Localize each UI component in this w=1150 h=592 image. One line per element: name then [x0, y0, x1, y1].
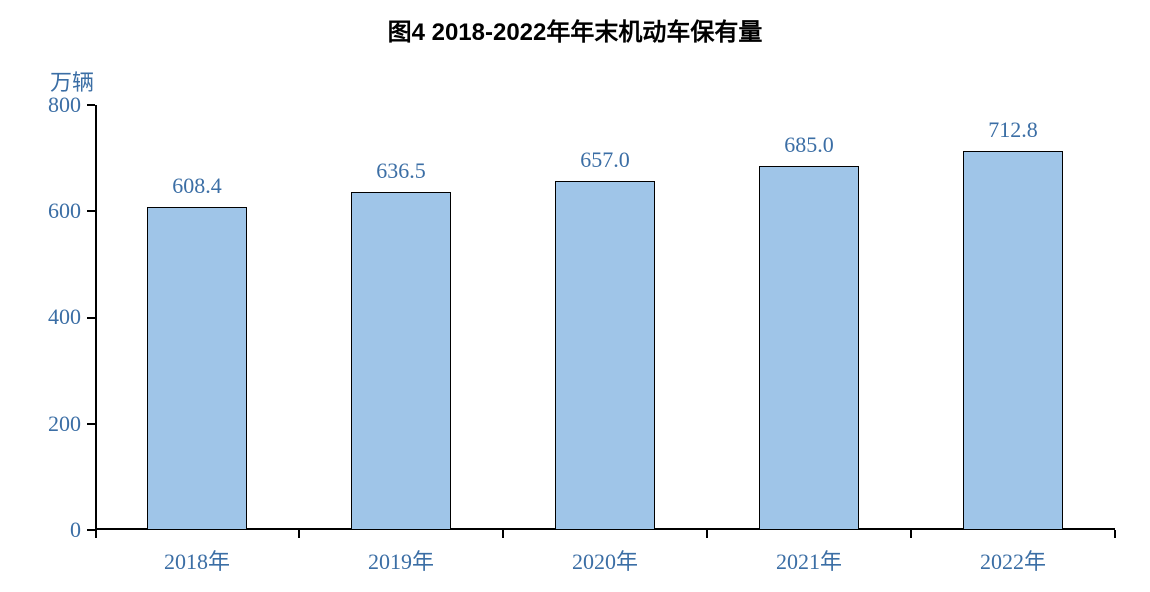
y-tick-label: 200 [21, 411, 81, 437]
y-tick [87, 104, 95, 106]
bar [759, 166, 859, 530]
y-tick [87, 529, 95, 531]
chart-title: 图4 2018-2022年年末机动车保有量 [0, 12, 1150, 47]
bar-value-label: 608.4 [172, 173, 222, 199]
x-category-label: 2021年 [776, 544, 842, 576]
x-category-label: 2020年 [572, 544, 638, 576]
bar-value-label: 657.0 [580, 147, 630, 173]
bar-value-label: 636.5 [376, 158, 426, 184]
y-tick [87, 317, 95, 319]
y-tick-label: 0 [21, 517, 81, 543]
x-category-label: 2018年 [164, 544, 230, 576]
bar-value-label: 712.8 [988, 117, 1038, 143]
bar-chart: 图4 2018-2022年年末机动车保有量 万辆 020040060080060… [0, 0, 1150, 592]
y-tick [87, 423, 95, 425]
x-tick [1114, 530, 1116, 538]
plot-area: 0200400600800608.42018年636.52019年657.020… [95, 105, 1115, 530]
x-category-label: 2022年 [980, 544, 1046, 576]
x-category-label: 2019年 [368, 544, 434, 576]
x-tick [502, 530, 504, 538]
y-tick-label: 600 [21, 198, 81, 224]
bar-value-label: 685.0 [784, 132, 834, 158]
x-tick [910, 530, 912, 538]
y-tick-label: 800 [21, 92, 81, 118]
x-tick [298, 530, 300, 538]
x-tick [706, 530, 708, 538]
y-tick [87, 210, 95, 212]
bar [351, 192, 451, 530]
y-axis [95, 105, 97, 530]
bar [147, 207, 247, 530]
y-tick-label: 400 [21, 304, 81, 330]
x-tick [95, 530, 97, 538]
bar [963, 151, 1063, 530]
bar [555, 181, 655, 530]
